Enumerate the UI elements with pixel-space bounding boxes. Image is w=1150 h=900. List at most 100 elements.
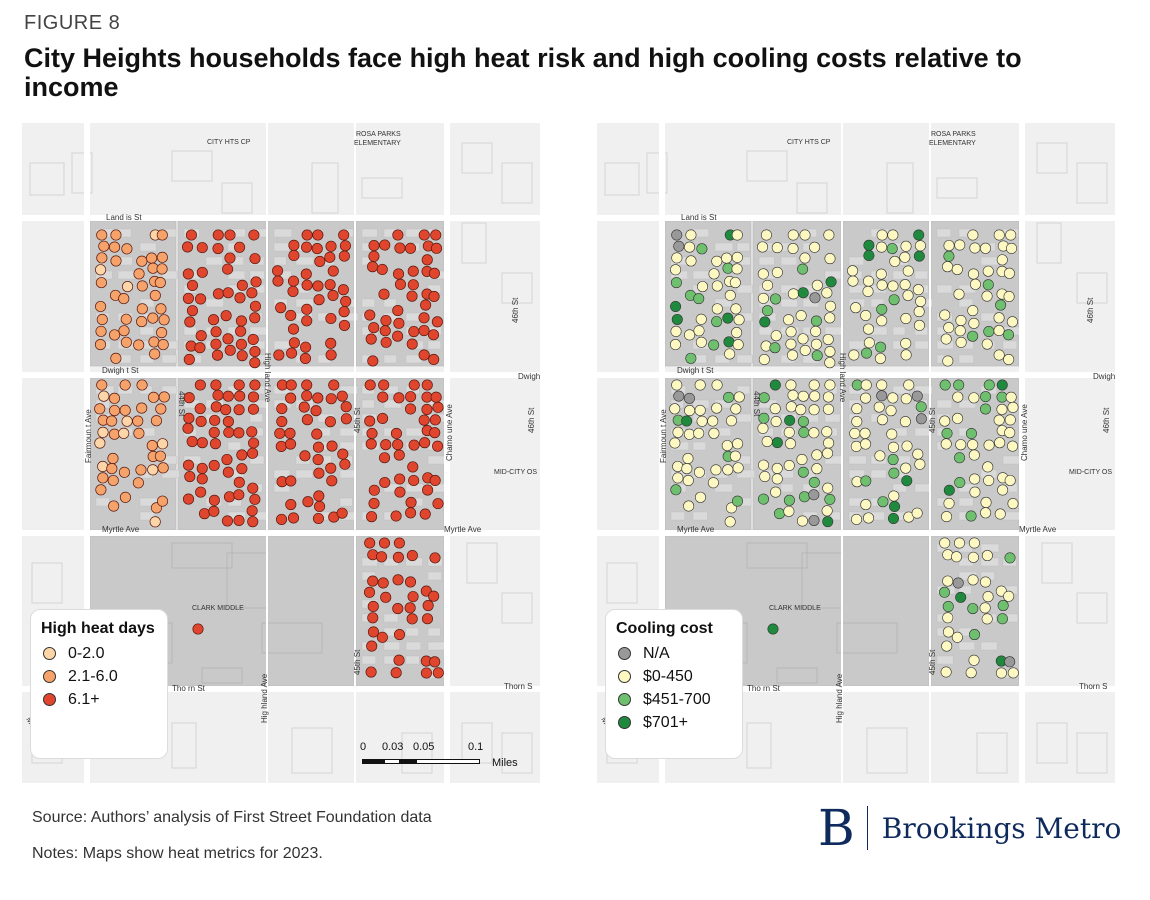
heat-days-point [338, 306, 350, 318]
heat-days-point [380, 314, 392, 327]
background-building [646, 152, 668, 194]
cooling-cost-point [967, 574, 979, 586]
heat-days-point [220, 310, 232, 322]
heat-days-point [394, 242, 406, 254]
cooling-cost-point [729, 277, 741, 289]
cooling-cost-point [773, 508, 785, 520]
heat-days-point [109, 329, 121, 341]
cooling-cost-point [785, 401, 797, 413]
building-footprint [736, 284, 753, 294]
heat-days-point [247, 333, 259, 345]
cooling-cost-point [696, 415, 708, 427]
building-footprint [427, 641, 446, 651]
building-footprint [117, 270, 136, 280]
building-footprint [427, 340, 441, 350]
scale-tick: 0.1 [468, 741, 484, 753]
cooling-cost-point [969, 486, 981, 498]
cooling-cost-point [708, 339, 720, 351]
background-building [171, 722, 197, 769]
cooling-cost-point [982, 461, 994, 473]
heat-days-point [146, 252, 158, 264]
cooling-cost-point [980, 507, 992, 519]
heat-days-point [364, 379, 376, 391]
cooling-cost-point [771, 437, 783, 449]
heat-days-point [301, 229, 313, 241]
building-footprint [273, 242, 290, 252]
heat-days-point [109, 404, 121, 417]
label-myrtle-ave: Myrtle Ave [102, 525, 140, 534]
cooling-cost-point [886, 243, 898, 255]
cooling-cost-point [795, 404, 807, 416]
building-footprint [980, 641, 998, 651]
heat-days-point [380, 439, 392, 451]
heat-days-point [246, 505, 258, 517]
street [597, 530, 1115, 536]
cooling-cost-point [758, 493, 770, 505]
heat-days-point [301, 303, 313, 315]
heat-days-point [222, 390, 234, 402]
cooling-cost-point [732, 438, 744, 450]
heat-days-point [392, 268, 405, 280]
heat-days-point [195, 293, 207, 305]
cooling-cost-point [849, 427, 861, 439]
cooling-cost-point [809, 390, 821, 402]
cooling-cost-point [809, 241, 821, 253]
building-footprint [692, 270, 711, 280]
cooling-cost-point [769, 379, 781, 391]
cooling-cost-point [955, 591, 967, 603]
label-45th-st: 45th St [928, 407, 937, 433]
cooling-cost-point [981, 290, 993, 302]
legend-item: $0-450 [616, 665, 732, 688]
heat-days-point [421, 403, 433, 415]
building-footprint [848, 340, 865, 350]
cooling-cost-point [1005, 229, 1017, 241]
cooling-cost-point [980, 496, 992, 508]
cooling-cost-point [821, 505, 833, 517]
cooling-cost-point [725, 415, 737, 427]
heat-days-point [429, 474, 441, 487]
heat-days-point [406, 338, 418, 350]
cooling-cost-point [860, 309, 872, 321]
cooling-cost-point [983, 379, 995, 391]
background-building [1076, 162, 1108, 204]
heat-days-point [122, 281, 134, 293]
label-45th-st-south: 45th St [353, 649, 362, 675]
heat-days-point [233, 427, 245, 439]
building-footprint [227, 270, 246, 280]
cooling-cost-point [824, 357, 836, 369]
cooling-cost-point [809, 292, 821, 304]
heat-days-point [428, 353, 440, 366]
heat-days-point [210, 338, 222, 350]
heat-days-point [96, 313, 108, 325]
heat-days-point [108, 392, 120, 404]
cooling-cost-point [797, 416, 809, 428]
heat-days-point [94, 437, 106, 449]
heat-days-point [404, 403, 417, 415]
building-footprint [273, 340, 291, 350]
cooling-cost-point [952, 412, 964, 424]
cooling-cost-point [724, 348, 736, 360]
cooling-cost-point [810, 338, 822, 350]
heat-days-point [96, 252, 108, 264]
street [354, 123, 356, 783]
cooling-cost-point [863, 249, 875, 261]
heat-days-point [392, 330, 404, 342]
legend-swatch [43, 693, 56, 706]
scale-unit: Miles [492, 757, 518, 769]
cooling-cost-point [941, 511, 953, 523]
building-footprint [361, 228, 378, 238]
label-rosa-parks-1: ROSA PARKS [931, 131, 976, 138]
cooling-cost-point [876, 414, 888, 426]
heat-days-point [223, 426, 235, 438]
cooling-cost-point [888, 490, 900, 502]
cooling-cost-point [915, 401, 927, 413]
cooling-cost-point [968, 449, 980, 461]
heat-days-point [186, 305, 199, 317]
legend-title: High heat days [41, 620, 155, 637]
heat-days-point [273, 349, 285, 361]
heat-days-point [392, 439, 404, 451]
cooling-cost-point [1003, 267, 1015, 279]
cooling-cost-point [994, 508, 1006, 520]
cooling-cost-point [711, 280, 723, 292]
heat-days-point [184, 316, 196, 328]
